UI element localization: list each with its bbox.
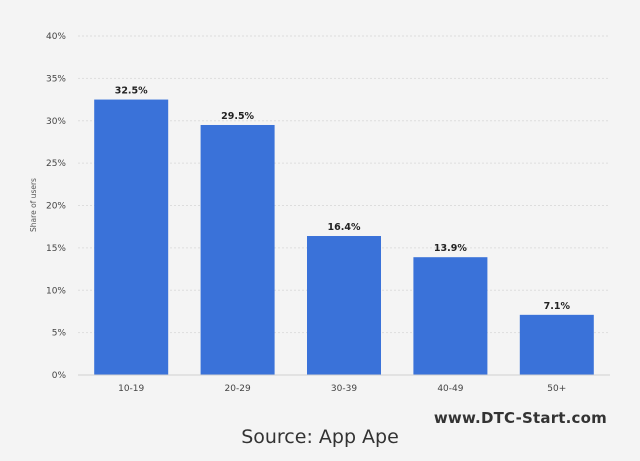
x-tick-label: 50+ — [547, 384, 566, 394]
y-tick-label: 5% — [52, 329, 67, 339]
x-tick-label: 30-39 — [331, 384, 357, 394]
bar — [413, 257, 488, 375]
y-tick-label: 40% — [46, 32, 66, 42]
bar — [200, 124, 275, 375]
y-tick-label: 25% — [46, 159, 66, 169]
x-tick-label: 40-49 — [437, 384, 463, 394]
data-label: 7.1% — [544, 301, 571, 312]
y-tick-label: 20% — [46, 202, 66, 212]
y-tick-label: 10% — [46, 286, 66, 296]
source-caption: Source: App Ape — [241, 426, 399, 448]
y-tick-label: 0% — [52, 371, 67, 381]
data-label: 16.4% — [328, 222, 361, 233]
data-label: 29.5% — [221, 111, 254, 122]
data-label: 32.5% — [115, 86, 148, 97]
watermark: www.DTC-Start.com — [433, 409, 607, 427]
x-tick-label: 20-29 — [225, 384, 251, 394]
data-label: 13.9% — [434, 243, 467, 254]
bar — [519, 314, 594, 375]
y-tick-label: 35% — [46, 74, 66, 84]
x-tick-label: 10-19 — [118, 384, 144, 394]
y-axis-title: Share of users — [29, 178, 38, 232]
bar — [94, 99, 169, 375]
y-tick-label: 15% — [46, 244, 66, 254]
bar — [307, 236, 381, 375]
y-tick-label: 30% — [46, 117, 66, 127]
